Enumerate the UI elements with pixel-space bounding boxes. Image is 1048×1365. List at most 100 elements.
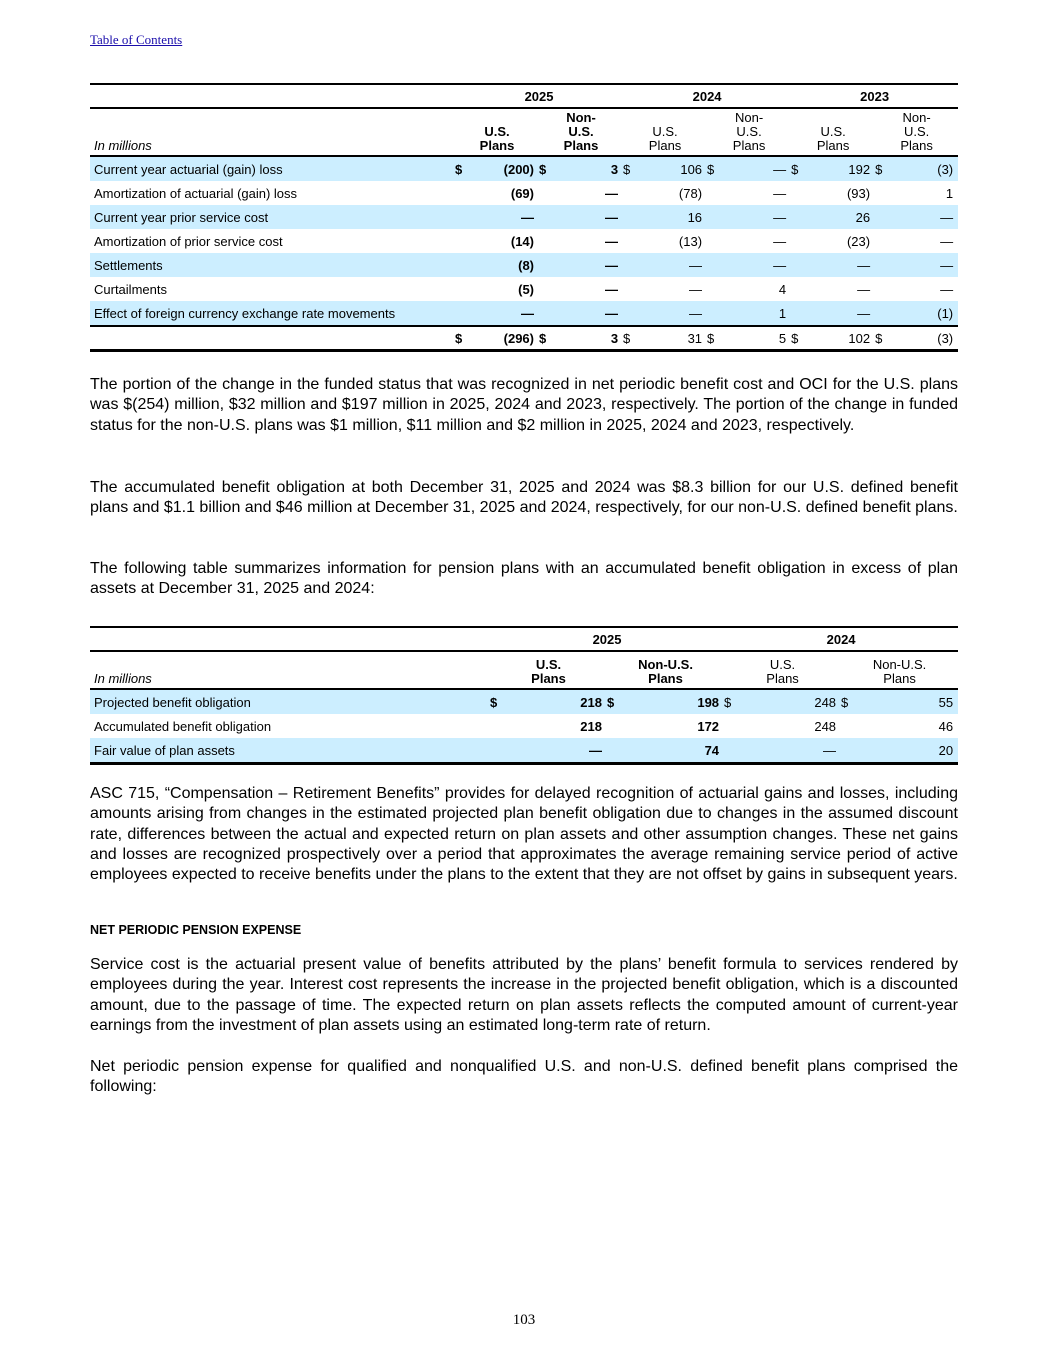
value-cell: 5 xyxy=(721,325,792,352)
table-row: Amortization of prior service cost (14) — (… xyxy=(90,229,958,253)
currency-symbol xyxy=(724,714,738,738)
value-cell: 20 xyxy=(855,738,959,765)
value-cell: — xyxy=(773,185,787,201)
currency-symbol xyxy=(607,738,621,765)
column-header: Non-U.S.Plans xyxy=(707,108,792,157)
oci-changes-table: 2025 2024 2023 In millions U.S. Plans Non- U.S.… xyxy=(90,83,959,352)
value-cell: 26 xyxy=(805,205,876,229)
currency-symbol xyxy=(791,253,806,277)
year-header: 2025 xyxy=(490,627,725,652)
currency-symbol xyxy=(707,181,721,205)
value-cell: — xyxy=(637,253,708,277)
currency-symbol xyxy=(455,229,469,253)
year-header: 2025 xyxy=(455,84,624,109)
value-cell: — xyxy=(773,233,787,249)
value-cell: — xyxy=(605,185,619,201)
currency-symbol xyxy=(539,205,553,229)
value-cell: (93) xyxy=(846,185,871,201)
column-header: Non-U.S.Plans xyxy=(539,108,624,157)
abo-excess-table: 2025 2024 In millions U.S. Plans Non-U.S. Plan… xyxy=(90,626,959,765)
value-cell: — xyxy=(889,253,959,277)
table-row: Settlements (8) — — — — — xyxy=(90,253,959,277)
column-header: U.S. Plans xyxy=(623,108,708,157)
unit-label: In millions xyxy=(90,651,490,690)
currency-symbol xyxy=(724,738,739,765)
currency-symbol xyxy=(623,181,637,205)
paragraph-asc-715: ASC 715, “Compensation – Retirement Bene… xyxy=(90,785,958,884)
table-row: Curtailments (5) — — 4 — — xyxy=(90,277,958,301)
page-number: 103 xyxy=(512,1312,536,1328)
value-cell: — xyxy=(721,156,792,181)
value-cell: (8) xyxy=(469,253,539,277)
value-cell: — xyxy=(689,281,703,297)
row-label: Accumulated benefit obligation xyxy=(94,718,272,734)
row-label: Settlements xyxy=(90,253,455,277)
value-cell: — xyxy=(738,738,842,765)
currency-symbol xyxy=(875,181,889,205)
value-cell: 46 xyxy=(938,718,954,734)
value-cell: — xyxy=(553,253,624,277)
table-row: Amortization of actuarial (gain) loss (69… xyxy=(90,181,958,205)
currency-symbol xyxy=(490,714,504,738)
column-header: Non-U.S.Plans xyxy=(875,108,959,157)
row-label: Amortization of prior service cost xyxy=(94,233,283,249)
table-row: Accumulated benefit obligation 218 172 248 4… xyxy=(90,714,958,738)
row-label: Current year prior service cost xyxy=(90,205,455,229)
currency-symbol: $ xyxy=(791,156,806,181)
paragraph-funded-status: The portion of the change in the funded … xyxy=(90,376,958,434)
currency-symbol: $ xyxy=(455,325,469,352)
table-row: Current year prior service cost — — 16 — 26 — xyxy=(90,205,959,229)
value-cell: — xyxy=(889,205,959,229)
currency-symbol: $ xyxy=(623,156,638,181)
row-label: Projected benefit obligation xyxy=(90,689,490,714)
total-row: $ (296) $3 $31 $5 $102 $ (3) xyxy=(90,325,959,352)
year-header-row: 2025 2024 xyxy=(90,627,959,652)
section-heading: NET PERIODIC PENSION EXPENSE xyxy=(90,923,302,937)
value-cell: — xyxy=(469,205,539,229)
currency-symbol xyxy=(607,714,621,738)
table-of-contents-link[interactable]: Table of Contents xyxy=(90,32,183,47)
currency-symbol xyxy=(539,277,553,301)
year-header: 2024 xyxy=(724,627,959,652)
currency-symbol xyxy=(455,253,469,277)
value-cell: (3) xyxy=(889,156,959,181)
currency-symbol xyxy=(791,301,806,326)
unit-label: In millions xyxy=(90,108,455,157)
column-header: Non-U.S.Plans xyxy=(841,651,959,690)
value-cell: (200) xyxy=(469,156,539,181)
value-cell: (5) xyxy=(518,281,534,297)
value-cell: 248 xyxy=(814,718,837,734)
year-header-row: 2025 2024 2023 xyxy=(90,84,959,109)
currency-symbol xyxy=(455,301,469,326)
currency-symbol xyxy=(875,277,889,301)
value-cell: 3 xyxy=(553,156,624,181)
value-cell: — xyxy=(857,281,871,297)
currency-symbol xyxy=(490,738,504,765)
value-cell: 1 xyxy=(721,301,792,326)
currency-symbol xyxy=(623,229,637,253)
currency-symbol: $ xyxy=(607,689,621,714)
header-spacer xyxy=(90,84,455,109)
currency-symbol xyxy=(841,714,855,738)
column-header: U.S. Plans xyxy=(490,651,607,690)
currency-symbol xyxy=(841,738,856,765)
currency-symbol xyxy=(791,277,805,301)
currency-symbol: $ xyxy=(707,156,722,181)
currency-symbol: $ xyxy=(539,325,553,352)
value-cell: 218 xyxy=(580,718,602,734)
table-row: Current year actuarial (gain) loss $ (200)… xyxy=(90,156,959,181)
currency-symbol: $ xyxy=(875,156,890,181)
column-header: Non-U.S.Plans xyxy=(607,651,725,690)
value-cell: — xyxy=(940,233,954,249)
row-label: Curtailments xyxy=(94,281,167,297)
currency-symbol xyxy=(791,181,805,205)
currency-symbol xyxy=(707,277,721,301)
currency-symbol: $ xyxy=(490,689,504,714)
value-cell: (1) xyxy=(889,301,959,326)
currency-symbol: $ xyxy=(707,325,722,352)
currency-symbol xyxy=(539,181,553,205)
currency-symbol: $ xyxy=(539,156,553,181)
value-cell: — xyxy=(805,301,876,326)
